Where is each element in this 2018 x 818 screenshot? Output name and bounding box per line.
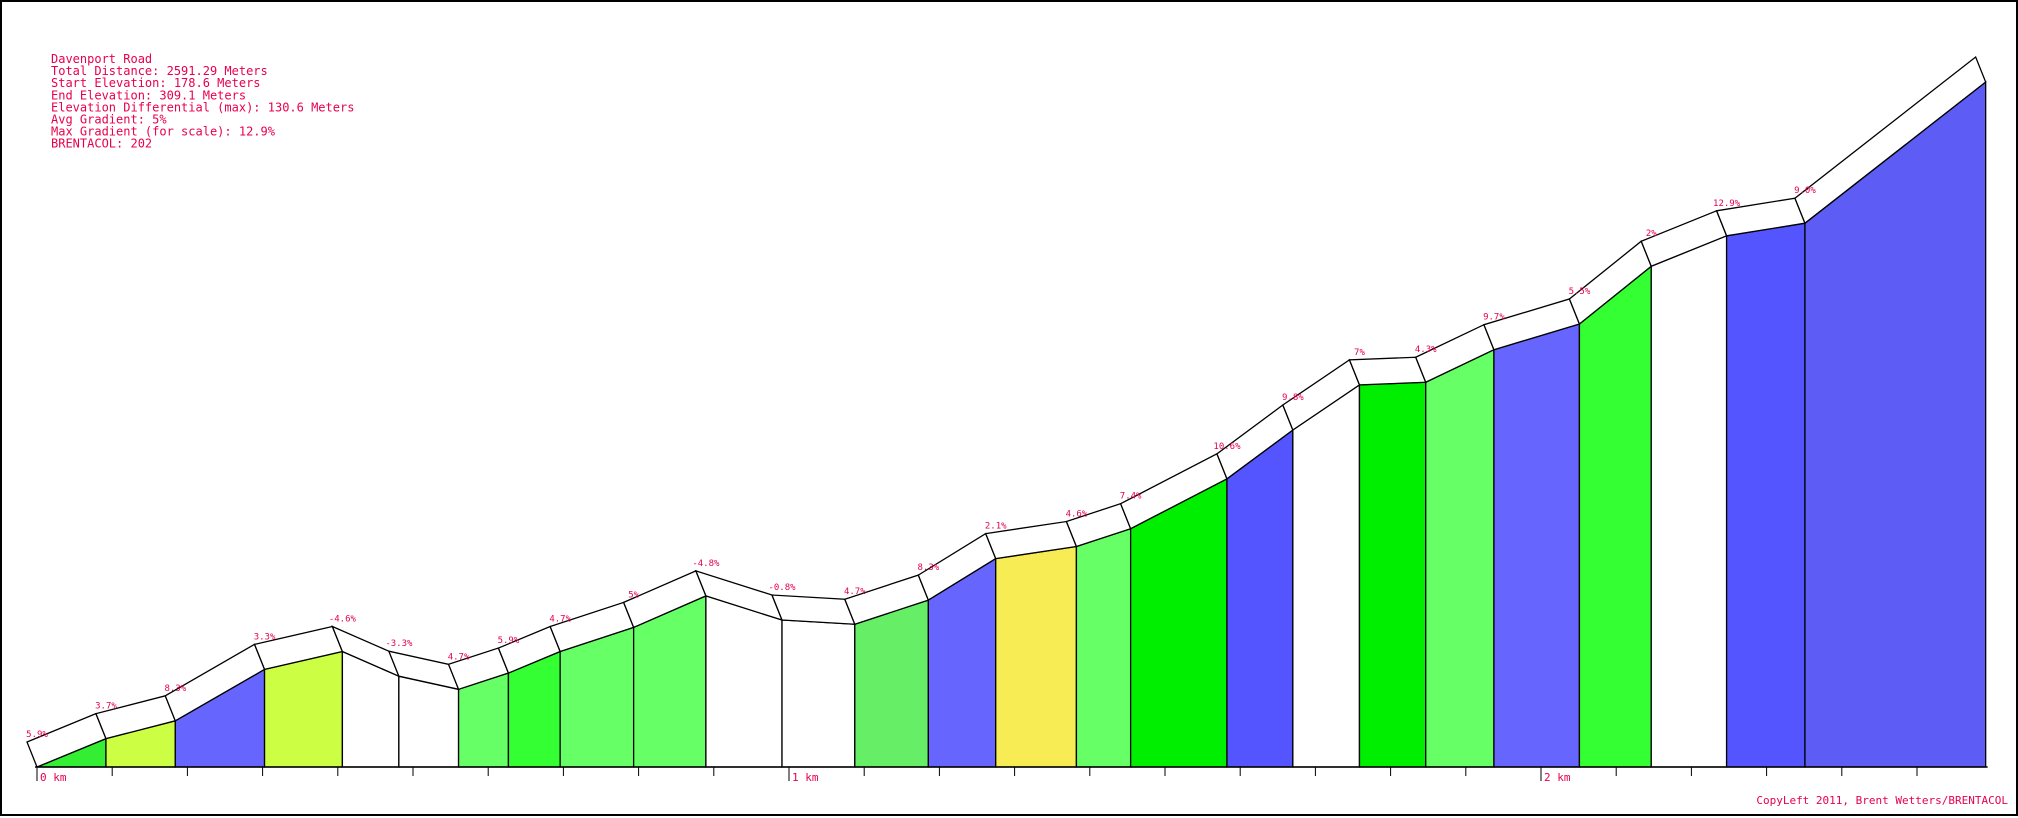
gradient-label: 4.7% (844, 587, 866, 597)
gradient-label: 2% (1646, 229, 1657, 239)
route-info-line: Avg Gradient: 5% (51, 113, 167, 127)
gradient-label: 10.6% (1213, 442, 1241, 452)
elevation-segment (1650, 234, 1728, 768)
distance-axis: 0 km 1 km 2 km (35, 766, 1988, 784)
elevation-segment (995, 545, 1078, 768)
elevation-segment (1578, 264, 1652, 768)
gradient-label: 4.6% (1066, 510, 1088, 520)
copyright-text: CopyLeft 2011, Brent Wetters/BRENTACOL (1756, 794, 2008, 807)
elevation-segment (1292, 383, 1361, 768)
gradient-label: -0.8% (768, 583, 796, 593)
gradient-label: 5.9% (498, 636, 520, 646)
elevation-segments (36, 80, 1987, 768)
route-info-line: End Elevation: 309.1 Meters (51, 88, 246, 102)
gradient-label: 8.3% (164, 684, 186, 694)
elevation-segment (705, 594, 783, 768)
gradient-label: 3.7% (95, 702, 117, 712)
gradient-label: -3.3% (385, 639, 413, 649)
x-axis-tick-label: 1 km (792, 771, 819, 784)
gradient-label: 7% (1354, 348, 1365, 358)
elevation-segment (263, 650, 344, 768)
x-axis-tick-label: 2 km (1544, 771, 1571, 784)
elevation-segment (1129, 477, 1228, 768)
gradient-labels: 5.9% 3.7% 8.3% 3.3% -4.6% -3.3% 4.7% 5.9% 4.7% 5%… (26, 186, 1816, 740)
road-surface-segment (1794, 55, 1987, 225)
gradient-label: -4.6% (329, 615, 357, 625)
elevation-segment (1226, 428, 1294, 768)
route-info-line: BRENTACOL: 202 (51, 137, 152, 151)
route-info-line: Total Distance: 2591.29 Meters (51, 64, 268, 78)
gradient-label: 12.9% (1713, 199, 1741, 209)
elevation-segment (1493, 323, 1581, 768)
elevation-segment (781, 619, 856, 768)
elevation-segment (1725, 222, 1806, 768)
gradient-label: 2.1% (985, 522, 1007, 532)
elevation-segment (854, 599, 929, 768)
gradient-label: 4.7% (549, 615, 571, 625)
x-axis-tick-label: 0 km (40, 771, 67, 784)
route-info-line: Elevation Differential (max): 130.6 Mete… (51, 100, 354, 114)
gradient-label: 5.9% (26, 730, 48, 740)
gradient-label: -4.8% (692, 559, 720, 569)
elevation-segment (1425, 348, 1495, 768)
elevation-segment (398, 675, 460, 768)
gradient-label: 5% (628, 590, 639, 600)
gradient-label: 9.0% (1794, 186, 1816, 196)
elevation-segment (1075, 527, 1132, 768)
gradient-label: 7.4% (1120, 492, 1142, 502)
route-info-line: Max Gradient (for scale): 12.9% (51, 125, 276, 139)
gradient-label: 4.3% (1415, 345, 1437, 355)
route-title: Davenport Road (51, 52, 152, 66)
elevation-segment (1358, 381, 1427, 768)
gradient-label: 9.8% (1282, 393, 1304, 403)
road-surface-segment (771, 594, 856, 625)
route-info-line: Start Elevation: 178.6 Meters (51, 76, 261, 90)
gradient-label: 5.5% (1569, 287, 1591, 297)
gradient-label: 3.3% (254, 632, 276, 642)
road-surface (26, 55, 1987, 768)
gradient-label: 4.7% (448, 652, 470, 662)
road-surface-segment (1348, 356, 1427, 386)
gradient-label: 8.3% (918, 563, 940, 573)
gradient-label: 9.7% (1483, 313, 1505, 323)
